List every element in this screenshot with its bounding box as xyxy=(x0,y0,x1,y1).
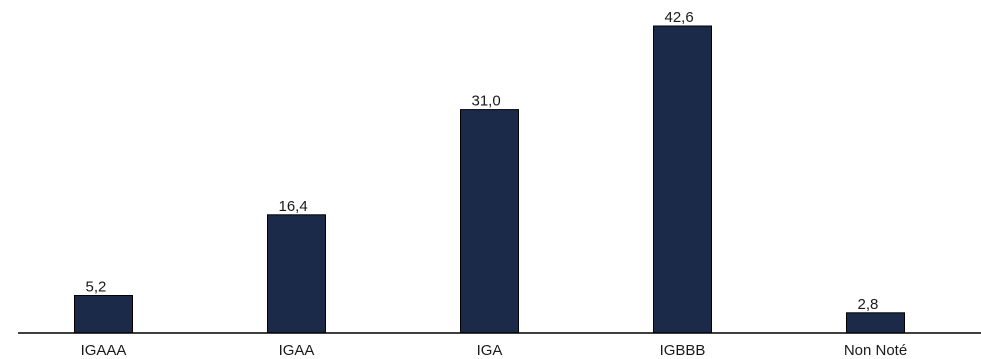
bar-igbbb xyxy=(653,25,712,334)
x-tick-label: Non Noté xyxy=(844,342,907,359)
x-tick-label: IGA xyxy=(477,342,503,359)
bar-non-not xyxy=(846,312,905,334)
bar-igaaa xyxy=(74,295,133,334)
bar-igaa xyxy=(267,214,326,334)
data-label: 5,2 xyxy=(86,279,107,296)
data-label: 31,0 xyxy=(472,93,501,110)
data-label: 2,8 xyxy=(858,296,879,313)
data-label: 42,6 xyxy=(665,9,694,26)
bar-iga xyxy=(460,109,519,334)
bars-layer xyxy=(74,25,905,334)
x-tick-label: IGAA xyxy=(279,342,315,359)
labels-layer: 5,2 IGAAA 16,4 IGAA 31,0 IGA 42,6 IGBBB 2,8 Non N… xyxy=(81,9,908,359)
x-tick-label: IGBBB xyxy=(660,342,706,359)
data-label: 16,4 xyxy=(279,198,308,215)
x-tick-label: IGAAA xyxy=(81,342,127,359)
